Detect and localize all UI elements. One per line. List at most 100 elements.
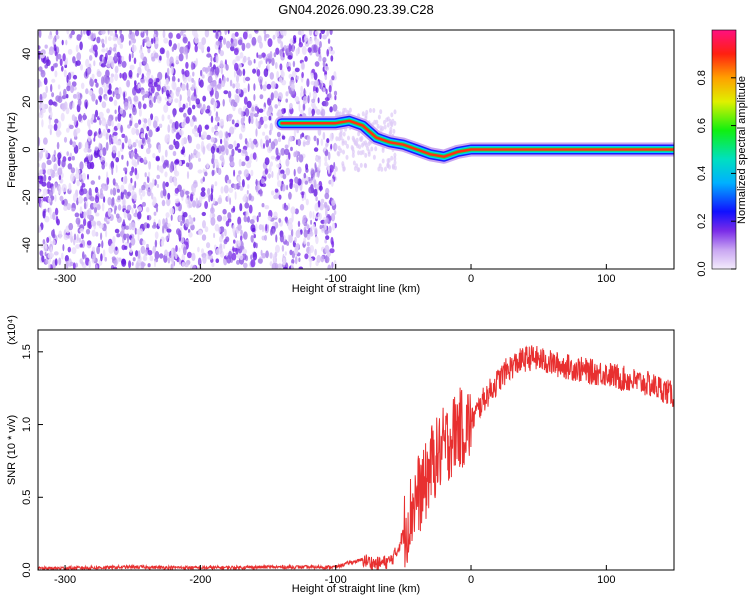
noise-speck: [95, 212, 100, 217]
noise-speck: [131, 207, 134, 214]
noise-speck: [388, 164, 391, 170]
noise-speck: [238, 170, 242, 175]
noise-speck: [279, 63, 283, 71]
noise-speck: [298, 266, 304, 269]
noise-speck: [250, 224, 256, 232]
noise-speck: [74, 173, 80, 180]
noise-speck: [146, 175, 150, 184]
noise-speck: [121, 198, 127, 206]
noise-speck: [94, 195, 100, 204]
noise-speck: [74, 212, 80, 218]
noise-speck: [204, 201, 209, 209]
noise-speck: [90, 180, 96, 185]
noise-speck: [194, 44, 198, 53]
noise-speck: [112, 135, 118, 144]
noise-speck: [231, 119, 235, 125]
noise-speck: [123, 167, 128, 172]
noise-speck: [286, 184, 289, 191]
noise-speck: [258, 224, 263, 231]
noise-speck: [107, 50, 112, 56]
noise-speck: [198, 131, 202, 138]
noise-speck: [163, 37, 169, 44]
noise-speck: [329, 30, 333, 36]
noise-speck: [352, 160, 356, 166]
noise-speck: [87, 154, 92, 162]
noise-speck: [330, 236, 334, 245]
snr-series: [38, 345, 674, 570]
noise-speck: [252, 68, 257, 74]
noise-speck: [170, 214, 173, 221]
noise-speck: [289, 182, 293, 190]
noise-speck: [134, 167, 138, 176]
noise-speck: [227, 113, 233, 119]
noise-speck: [296, 155, 299, 163]
noise-speck: [240, 124, 246, 133]
noise-speck: [116, 51, 121, 58]
noise-speck: [282, 173, 287, 180]
noise-speck: [247, 83, 250, 93]
noise-speck: [109, 76, 114, 84]
noise-speck: [186, 162, 190, 168]
noise-speck: [210, 137, 216, 143]
noise-speck: [197, 169, 203, 174]
noise-speck: [334, 95, 337, 101]
noise-speck: [57, 95, 63, 104]
noise-speck: [119, 107, 124, 115]
noise-speck: [304, 56, 308, 62]
noise-speck: [54, 102, 58, 107]
noise-speck: [147, 47, 151, 54]
noise-speck: [198, 157, 201, 162]
noise-speck: [174, 198, 179, 204]
noise-speck: [193, 179, 198, 188]
noise-speck: [293, 128, 297, 138]
noise-speck: [239, 186, 244, 191]
noise-speck: [207, 65, 211, 73]
noise-speck: [213, 232, 216, 239]
noise-speck: [134, 30, 140, 37]
noise-speck: [259, 94, 264, 100]
noise-speck: [40, 243, 45, 248]
noise-speck: [201, 234, 207, 241]
noise-speck: [276, 163, 281, 168]
noise-speck: [285, 167, 291, 176]
noise-speck: [191, 77, 195, 83]
noise-speck: [233, 48, 239, 56]
noise-speck: [326, 164, 330, 171]
noise-speck: [288, 234, 293, 243]
noise-speck: [99, 149, 103, 157]
noise-speck: [300, 85, 304, 93]
noise-speck: [129, 248, 133, 253]
spectrogram-y-tick-label: 20: [21, 96, 33, 108]
noise-speck: [316, 137, 319, 146]
noise-speck: [182, 246, 187, 256]
noise-speck: [249, 112, 254, 118]
noise-speck: [41, 181, 47, 187]
noise-speck: [100, 30, 106, 35]
noise-speck: [46, 159, 52, 165]
noise-speck: [108, 55, 114, 63]
noise-speck: [339, 148, 343, 154]
noise-speck: [171, 81, 176, 90]
noise-speck: [167, 223, 171, 228]
noise-speck: [191, 252, 196, 262]
noise-speck: [306, 241, 310, 247]
noise-speck: [314, 38, 320, 46]
noise-speck: [152, 178, 155, 186]
noise-speck: [105, 229, 108, 238]
noise-speck: [194, 132, 200, 138]
noise-speck: [95, 231, 99, 237]
noise-speck: [276, 172, 280, 181]
noise-speck: [355, 137, 359, 143]
noise-speck: [61, 159, 66, 168]
noise-speck: [278, 194, 282, 200]
noise-speck: [75, 244, 80, 249]
noise-speck: [57, 157, 61, 167]
noise-speck: [183, 112, 187, 118]
noise-speck: [364, 163, 368, 169]
noise-speck: [38, 163, 41, 168]
noise-speck: [146, 188, 152, 197]
noise-speck: [55, 30, 59, 36]
noise-speck: [285, 217, 288, 224]
noise-speck: [389, 130, 393, 135]
